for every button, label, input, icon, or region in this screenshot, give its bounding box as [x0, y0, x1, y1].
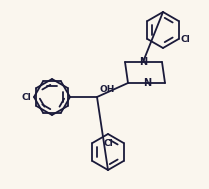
Text: N: N — [143, 78, 151, 88]
Text: Cl: Cl — [21, 92, 31, 101]
Text: Cl: Cl — [181, 35, 190, 43]
Text: Cl: Cl — [103, 139, 113, 148]
Text: N: N — [139, 57, 147, 67]
Text: OH: OH — [100, 84, 115, 94]
